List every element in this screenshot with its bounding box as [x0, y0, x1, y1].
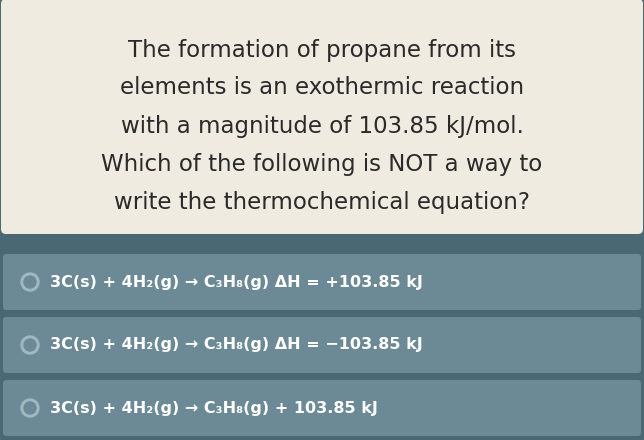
Text: with a magnitude of 103.85 kJ/mol.: with a magnitude of 103.85 kJ/mol. — [120, 114, 524, 137]
Text: write the thermochemical equation?: write the thermochemical equation? — [114, 191, 530, 213]
Text: 3C(s) + 4H₂(g) → C₃H₈(g) ΔH = +103.85 kJ: 3C(s) + 4H₂(g) → C₃H₈(g) ΔH = +103.85 kJ — [50, 275, 423, 290]
Circle shape — [24, 339, 36, 351]
Circle shape — [21, 336, 39, 354]
Text: Which of the following is NOT a way to: Which of the following is NOT a way to — [101, 153, 543, 176]
FancyBboxPatch shape — [1, 0, 643, 234]
Circle shape — [24, 402, 36, 414]
Circle shape — [21, 399, 39, 417]
FancyBboxPatch shape — [3, 254, 641, 310]
Text: 3C(s) + 4H₂(g) → C₃H₈(g) + 103.85 kJ: 3C(s) + 4H₂(g) → C₃H₈(g) + 103.85 kJ — [50, 400, 378, 415]
Circle shape — [21, 273, 39, 291]
FancyBboxPatch shape — [3, 380, 641, 436]
Text: 3C(s) + 4H₂(g) → C₃H₈(g) ΔH = −103.85 kJ: 3C(s) + 4H₂(g) → C₃H₈(g) ΔH = −103.85 kJ — [50, 337, 422, 352]
Text: The formation of propane from its: The formation of propane from its — [128, 38, 516, 62]
Circle shape — [24, 276, 36, 288]
Text: elements is an exothermic reaction: elements is an exothermic reaction — [120, 77, 524, 99]
FancyBboxPatch shape — [3, 317, 641, 373]
